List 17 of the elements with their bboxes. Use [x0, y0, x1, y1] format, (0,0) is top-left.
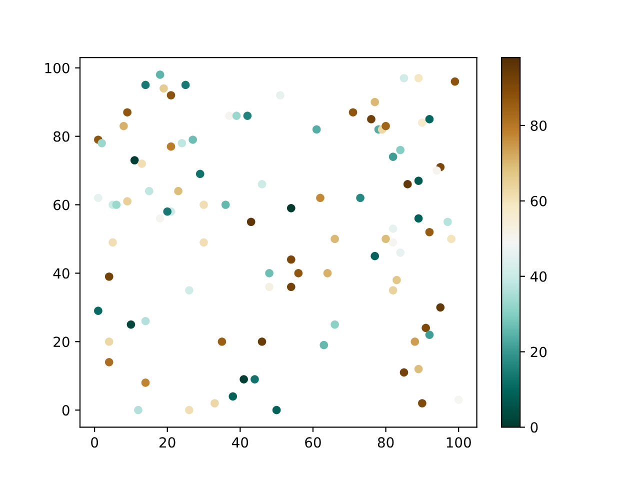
x-tick-label: 40	[232, 437, 248, 448]
x-tick-label: 100	[446, 437, 471, 448]
y-tick-label: 80	[54, 131, 70, 142]
color-bar-label: 0	[530, 422, 538, 433]
x-tick-label: 80	[378, 437, 394, 448]
color-bar-label: 60	[530, 196, 547, 206]
color-bar-label: 20	[530, 346, 547, 358]
y-tick-label: 40	[53, 268, 70, 279]
y-tick-label: 100	[45, 62, 70, 74]
x-tick-label: 60	[305, 437, 321, 448]
y-tick-label: 20	[54, 336, 70, 348]
y-tick-label: 0	[62, 405, 70, 416]
color-bar-label: 40	[530, 271, 547, 282]
color-bar-label: 80	[530, 120, 547, 131]
x-tick-label: 20	[160, 437, 176, 448]
x-tick-label: 0	[91, 437, 98, 448]
y-tick-label: 60	[54, 200, 70, 210]
